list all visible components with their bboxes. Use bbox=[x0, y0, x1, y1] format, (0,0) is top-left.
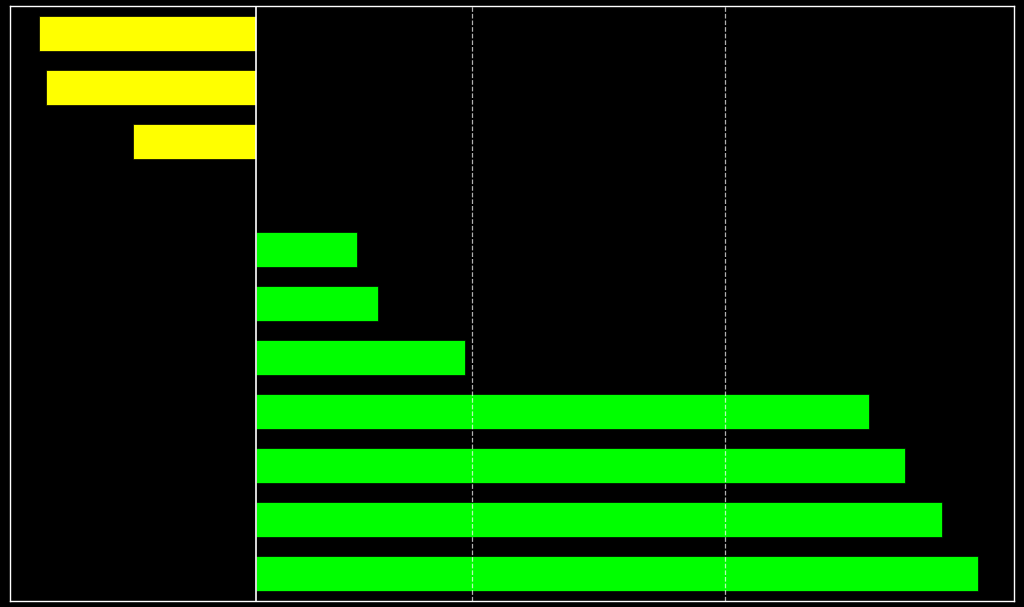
Bar bbox=[256, 502, 941, 537]
Bar bbox=[46, 70, 256, 105]
Bar bbox=[256, 556, 978, 591]
Bar bbox=[256, 340, 465, 375]
Bar bbox=[256, 448, 905, 483]
Bar bbox=[256, 394, 869, 429]
Bar bbox=[256, 232, 356, 267]
Bar bbox=[256, 286, 379, 321]
Bar bbox=[39, 16, 256, 51]
Bar bbox=[133, 124, 256, 159]
